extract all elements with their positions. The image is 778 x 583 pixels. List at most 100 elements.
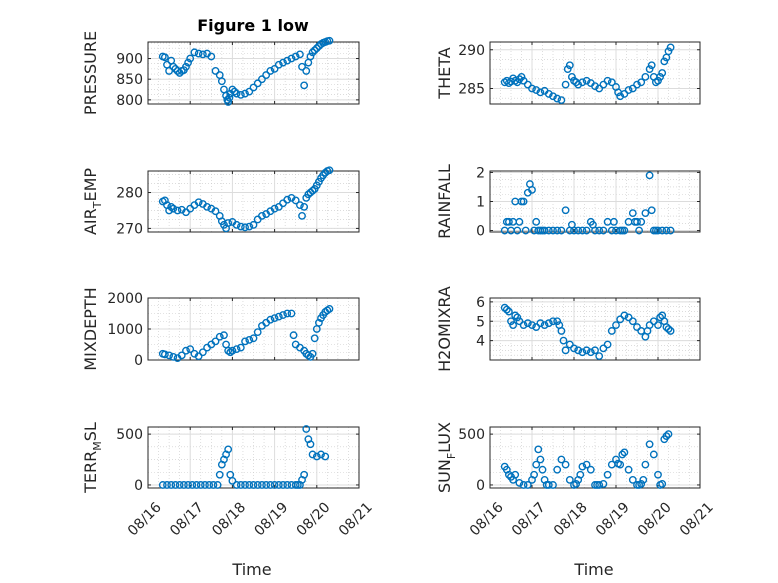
data-point [184, 58, 192, 67]
data-point [232, 481, 241, 489]
data-point [664, 430, 673, 439]
data-point [253, 481, 262, 489]
data-point [241, 89, 249, 98]
data-point [167, 202, 176, 211]
data-point [258, 481, 266, 489]
y-tick-label: 500 [458, 427, 485, 443]
data-point [656, 72, 664, 81]
ylabel-rest: LUX [435, 422, 454, 453]
data-point [279, 481, 287, 489]
data-point [532, 217, 541, 226]
data-point [553, 465, 562, 474]
data-point [158, 481, 167, 489]
data-point [245, 87, 254, 96]
data-point [591, 346, 599, 355]
axes-box [147, 170, 360, 233]
data-point [616, 92, 625, 101]
data-point [523, 80, 532, 89]
data-point [628, 475, 637, 484]
data-point [228, 85, 237, 94]
data-point [666, 43, 675, 52]
data-point [211, 67, 220, 75]
xlabel-left: Time [231, 560, 271, 579]
data-point [169, 352, 178, 361]
ylabel-sunflux: SUNFLUX [435, 422, 458, 493]
data-point [633, 323, 641, 331]
data-point [549, 226, 557, 235]
data-point [658, 226, 667, 235]
data-point [574, 346, 583, 355]
data-point [306, 52, 315, 61]
y-tick-label: 1 [476, 195, 485, 211]
data-point [603, 470, 612, 479]
data-point [184, 481, 192, 489]
data-point [565, 475, 574, 484]
data-point [521, 226, 530, 235]
data-point [603, 76, 612, 85]
data-point [169, 204, 178, 213]
y-tick-label: 800 [116, 93, 143, 109]
data-point [194, 49, 203, 58]
y-tick-label: 0 [134, 353, 143, 369]
data-point [513, 226, 522, 235]
x-tick-label: 08/20 [635, 499, 675, 539]
data-point [270, 204, 279, 213]
data-point [589, 220, 597, 229]
data-point [236, 91, 245, 99]
data-point [203, 202, 211, 211]
data-point [528, 321, 536, 330]
data-point [645, 65, 654, 74]
data-point [504, 217, 513, 226]
data-point [578, 226, 587, 235]
data-point [228, 476, 237, 485]
data-point [578, 78, 587, 87]
data-point [321, 452, 330, 461]
data-point [570, 344, 578, 353]
data-point [310, 334, 319, 343]
data-point [300, 81, 309, 90]
data-point [245, 222, 254, 231]
data-point [553, 317, 562, 326]
data-point [207, 52, 216, 61]
data-point [296, 201, 304, 209]
ylabel-h2omixra: H2OMIXRA [435, 286, 454, 372]
ylabel-terrmsl: TERRMSL [81, 422, 104, 494]
data-point [624, 86, 633, 94]
x-tick-label: 08/20 [294, 499, 334, 539]
subplot-h2omixra: 4 5 6 H2OMIXRA [435, 286, 701, 372]
data-point [515, 217, 524, 226]
data-point [312, 452, 321, 461]
y-tick-label: 900 [116, 52, 143, 68]
data-point [654, 226, 662, 235]
data-point [666, 226, 675, 235]
x-tick-label: 08/18 [209, 499, 249, 539]
data-point [662, 432, 671, 441]
data-point [173, 206, 182, 215]
data-point [163, 481, 171, 489]
data-point [232, 220, 241, 229]
data-point [607, 78, 616, 87]
data-point [186, 345, 195, 354]
data-point [523, 481, 532, 489]
data-point [224, 219, 233, 227]
data-point [325, 304, 334, 313]
data-point [211, 207, 220, 216]
data-point [245, 481, 254, 489]
subplot-airtemp: 270 280 AIRTEMP [81, 166, 360, 237]
data-point [536, 88, 545, 97]
data-point [620, 90, 629, 98]
data-point [568, 72, 576, 81]
data-point [283, 195, 292, 204]
data-point [658, 69, 667, 77]
data-point [553, 226, 562, 235]
ylabel-main: TERR [81, 451, 100, 494]
data-point [241, 481, 249, 489]
data-point [624, 313, 633, 322]
data-point [639, 475, 648, 484]
data-point [165, 351, 174, 360]
data-point [325, 166, 334, 175]
data-point [215, 470, 224, 479]
y-tick-label: 850 [116, 72, 143, 88]
data-point [540, 226, 549, 235]
